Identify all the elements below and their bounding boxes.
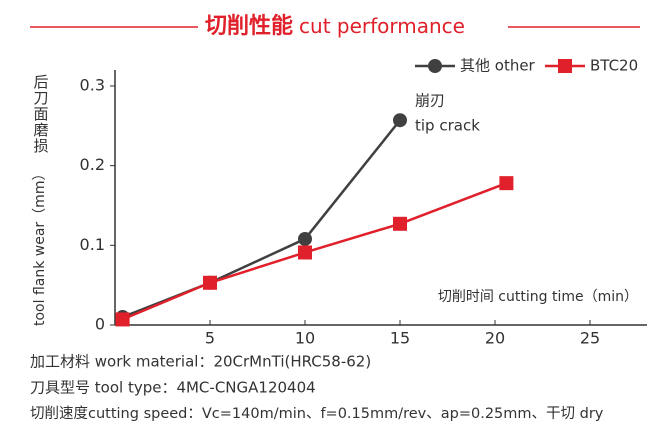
series-line (122, 119, 401, 319)
y-tick-label: 0 (95, 315, 105, 334)
data-point (298, 245, 312, 260)
data-point (203, 275, 217, 290)
y-tick-label: 0.1 (80, 235, 105, 254)
legend-label: 其他 other (460, 57, 536, 75)
legend-marker (428, 59, 442, 73)
x-tick-label: 10 (295, 329, 315, 348)
y-axis-label: tool flank wear（mm） (32, 167, 48, 326)
annotation: tip crack (415, 117, 480, 135)
data-point (393, 113, 407, 128)
note: 刀具型号 tool type：4MC-CNGA120404 (30, 379, 316, 397)
data-point (115, 312, 130, 327)
note: 加工材料 work material：20CrMnTi(HRC58-62) (30, 353, 371, 371)
y-axis-label-cn: 后刀面磨损 (32, 74, 50, 154)
x-tick-label: 15 (390, 329, 410, 348)
data-point (499, 176, 514, 191)
x-tick-label: 20 (485, 329, 505, 348)
chart-title: 切削性能 cut performance (205, 13, 465, 39)
annotation: 崩刃 (415, 92, 445, 110)
x-tick-label: 25 (580, 329, 600, 348)
x-tick-label: 5 (205, 329, 215, 348)
legend-label: BTC20 (590, 57, 638, 75)
data-point (393, 216, 407, 231)
x-axis-label: 切削时间 cutting time（min） (438, 289, 638, 305)
title-en: cut performance (299, 14, 465, 38)
data-point (298, 231, 312, 246)
y-tick-label: 0.3 (80, 75, 105, 94)
note: 切削速度cutting speed：Vc=140m/min、f=0.15mm/r… (30, 405, 604, 422)
y-tick-label: 0.2 (80, 155, 105, 174)
legend-marker (558, 59, 572, 73)
title-cn: 切削性能 (205, 13, 293, 39)
